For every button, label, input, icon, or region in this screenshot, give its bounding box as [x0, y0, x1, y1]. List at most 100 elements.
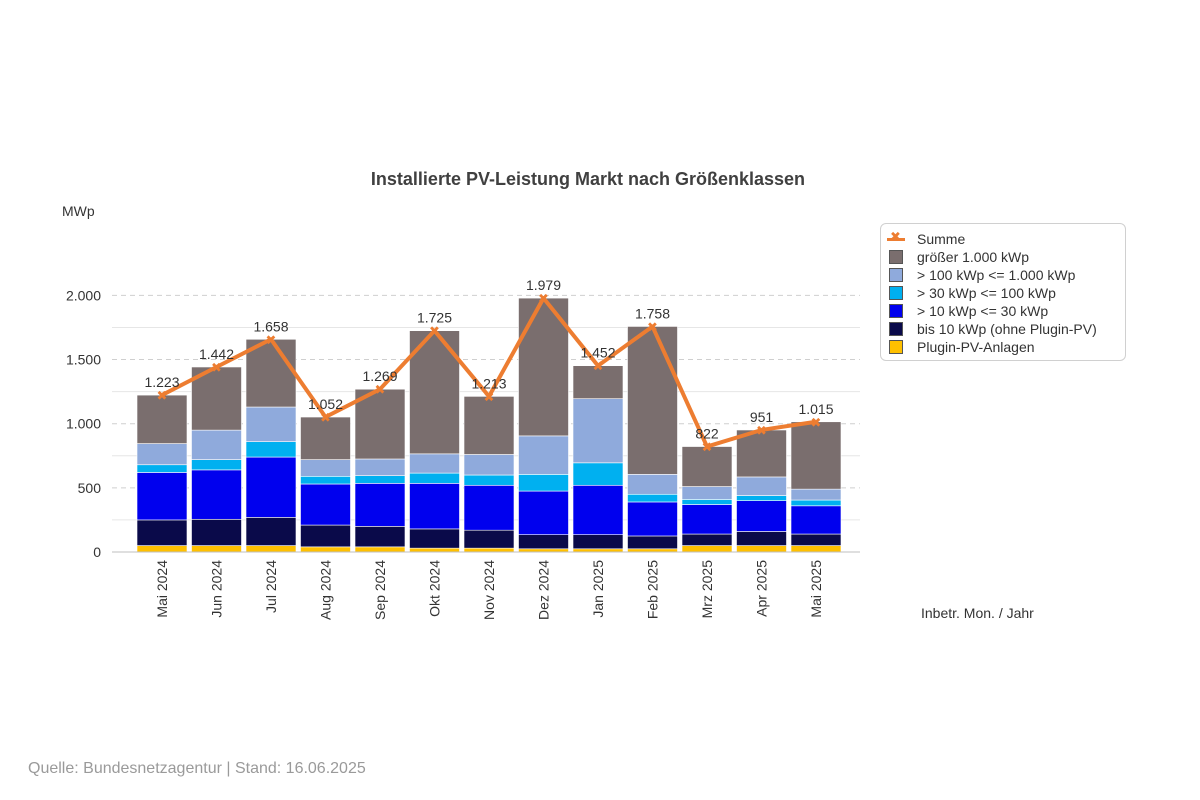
legend-line-marker	[887, 230, 905, 246]
bar-segment	[300, 416, 351, 460]
y-tick-label: 1.500	[66, 352, 101, 368]
data-label: 1.213	[471, 375, 506, 391]
legend: Summe größer 1.000 kWp > 100 kWp <= 1.000 …	[880, 223, 1126, 361]
bar-segment	[354, 388, 406, 460]
bar-segment	[518, 534, 569, 550]
legend-item: Summe	[887, 230, 1117, 248]
bar-segment	[136, 443, 188, 466]
bar-segment	[627, 326, 678, 475]
bar-segment	[572, 398, 624, 464]
bar-segment	[245, 441, 297, 458]
legend-item: Plugin-PV-Anlagen	[889, 338, 1117, 356]
legend-swatch	[889, 250, 903, 264]
summe-point-marker: ✖	[647, 320, 658, 335]
bar-segment	[191, 518, 242, 546]
bar-segment	[572, 484, 624, 535]
bar-segment	[300, 483, 351, 526]
x-tick-label: Dez 2024	[536, 560, 552, 620]
legend-label: Summe	[917, 231, 966, 247]
bar-segment	[245, 517, 297, 546]
bars	[136, 297, 842, 553]
y-tick-label: 500	[78, 480, 102, 496]
bar-segment	[409, 453, 460, 474]
bar-segment	[681, 545, 733, 553]
bar-segment	[463, 484, 515, 531]
bar-segment	[681, 533, 733, 546]
bar-segment	[681, 446, 733, 487]
bar-segment	[736, 495, 787, 501]
y-tick-label: 0	[93, 544, 101, 560]
x-tick-label: Mrz 2025	[699, 560, 715, 619]
summe-point-marker: ✖	[756, 424, 767, 439]
source-note: Quelle: Bundesnetzagentur | Stand: 16.06…	[28, 760, 366, 777]
bar-segment	[790, 505, 842, 535]
legend-label: > 10 kWp <= 30 kWp	[917, 303, 1049, 319]
bar-segment	[300, 476, 351, 485]
data-label: 1.979	[526, 277, 561, 293]
bar-segment	[354, 483, 406, 527]
x-tick-label: Mai 2025	[808, 560, 824, 618]
x-tick-label: Jun 2024	[209, 560, 225, 618]
y-tick-label: 2.000	[66, 287, 101, 303]
summe-point-marker: ✖	[320, 411, 331, 426]
bar-segment	[463, 547, 515, 553]
bar-segment	[463, 454, 515, 476]
summe-point-marker: ✖	[211, 361, 222, 376]
data-label: 1.725	[417, 310, 452, 326]
bar-segment	[627, 535, 678, 550]
data-label: 1.223	[144, 374, 179, 390]
data-label: 951	[750, 409, 774, 425]
legend-label: > 100 kWp <= 1.000 kWp	[917, 267, 1076, 283]
bar-segment	[409, 547, 460, 553]
bar-segment	[572, 534, 624, 550]
bar-segment	[409, 528, 460, 549]
summe-point-marker: ✖	[702, 441, 713, 456]
data-label: 1.758	[635, 305, 670, 321]
x-tick-label: Sep 2024	[372, 560, 388, 620]
legend-item: größer 1.000 kWp	[889, 248, 1117, 266]
summe-point-marker: ✖	[266, 333, 277, 348]
data-label: 1.658	[253, 318, 288, 334]
y-tick-label: 1.000	[66, 416, 101, 432]
summe-point-marker: ✖	[375, 383, 386, 398]
bar-segment	[245, 406, 297, 442]
bar-segment	[572, 365, 624, 399]
bar-segment	[354, 546, 406, 553]
bar-segment	[300, 459, 351, 477]
chart-title: Installierte PV-Leistung Markt nach Größ…	[371, 169, 805, 189]
bar-segment	[300, 524, 351, 548]
data-label: 822	[695, 426, 719, 442]
bar-segment	[136, 519, 188, 546]
bar-segment	[681, 504, 733, 535]
summe-point-marker: ✖	[484, 390, 495, 405]
x-tick-label: Apr 2025	[754, 560, 770, 617]
bar-segment	[790, 421, 842, 490]
bar-segment	[409, 472, 460, 484]
bar-segment	[627, 474, 678, 495]
bar-segment	[790, 499, 842, 507]
summe-point-marker: ✖	[593, 360, 604, 375]
bar-segment	[354, 526, 406, 548]
data-label: 1.052	[308, 396, 343, 412]
bar-segment	[463, 529, 515, 549]
legend-label: Plugin-PV-Anlagen	[917, 339, 1035, 355]
bar-segment	[245, 338, 297, 408]
bar-segment	[463, 474, 515, 486]
bar-segment	[518, 435, 569, 475]
y-axis-label: MWp	[62, 203, 95, 219]
bar-segment	[572, 462, 624, 486]
bar-segment	[736, 545, 787, 553]
summe-point-marker: ✖	[538, 292, 549, 307]
bar-segment	[300, 546, 351, 553]
bar-segment	[518, 474, 569, 492]
legend-swatch	[889, 340, 903, 354]
data-labels: 1.223 1.442 1.658 1.052 1.269 1.725 1.213 1.979…	[144, 277, 833, 441]
bar-segment	[790, 545, 842, 553]
bar-segment	[136, 472, 188, 521]
summe-line: ✖ ✖ ✖ ✖ ✖ ✖ ✖ ✖ ✖ ✖ ✖ ✖ ✖	[157, 292, 822, 455]
bar-segment	[191, 545, 242, 553]
axes: 0 500 1.000 1.500 2.000 Mai 2024 Jun 2024 Jul 2…	[66, 287, 860, 620]
bar-segment	[354, 475, 406, 484]
data-label: 1.452	[580, 345, 615, 361]
